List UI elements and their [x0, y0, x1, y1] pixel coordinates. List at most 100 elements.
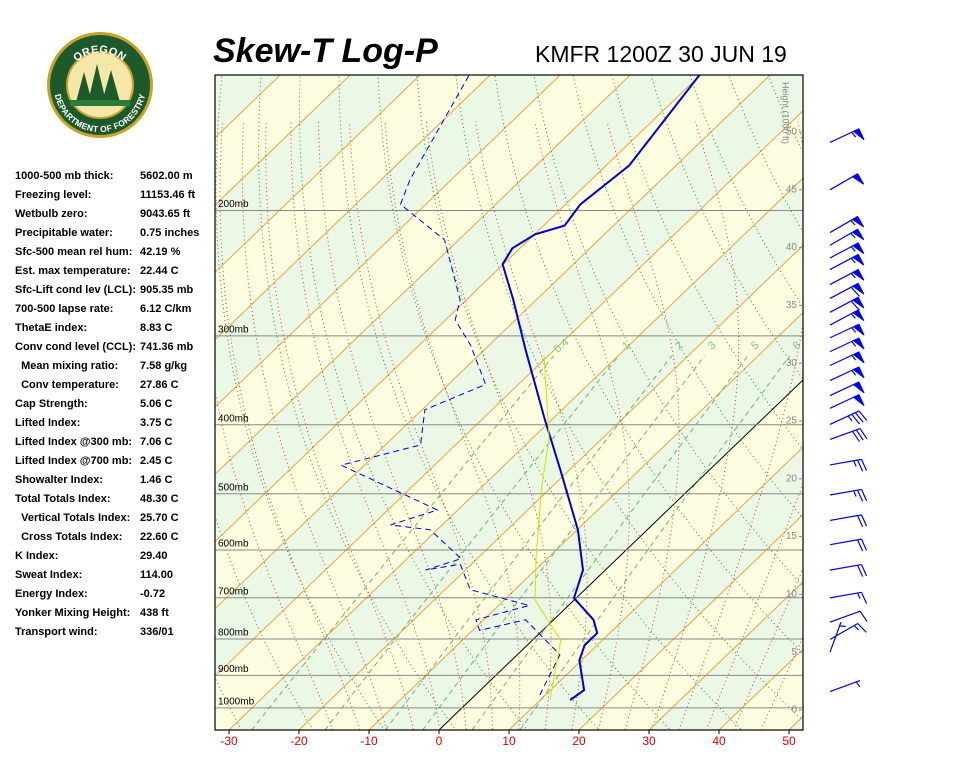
wind-barb [829, 591, 868, 604]
x-tick-label: -30 [220, 734, 238, 748]
y-tick-label: 400mb [218, 413, 249, 424]
wind-barb [829, 427, 868, 442]
wind-barb [829, 679, 861, 693]
barb-staff [829, 563, 868, 577]
wind-barb [829, 253, 865, 271]
barb-pennant [852, 337, 865, 350]
y-tick-label: 900mb [218, 664, 249, 675]
index-label: 700-500 lapse rate: [15, 303, 113, 315]
isotherm [368, 311, 803, 730]
dry-adiabat [797, 53, 960, 738]
x-tick-label: 0 [436, 734, 443, 748]
index-label: Transport wind: [15, 626, 98, 638]
dry-adiabat [416, 75, 743, 730]
isotherm [215, 75, 351, 206]
barb-staff [829, 622, 867, 641]
barb-staff [829, 488, 868, 502]
barb-pennant [852, 394, 865, 407]
index-label: ThetaE index: [15, 322, 87, 334]
wind-barb [829, 563, 868, 577]
height-tick-label: 45 [786, 184, 798, 195]
wind-barb [829, 282, 865, 299]
logo-ground [70, 100, 130, 106]
index-value: 0.75 inches [140, 227, 199, 239]
index-label: Freezing level: [15, 189, 91, 201]
index-label: Showalter Index: [15, 474, 103, 486]
y-tick-label: 500mb [218, 482, 249, 493]
dry-adiabat [377, 75, 671, 730]
index-value: 29.40 [140, 550, 168, 562]
barb-staff [829, 514, 868, 528]
height-tick-label: 20 [786, 473, 798, 484]
index-label: K Index: [15, 550, 58, 562]
dry-adiabat [650, 75, 803, 380]
index-label: Wetbulb zero: [15, 208, 88, 220]
index-value: 5602.00 m [140, 170, 193, 182]
mixing-ratio-line [251, 355, 555, 730]
isotherm [788, 715, 803, 730]
height-tick-label: 10 [786, 589, 798, 600]
wind-barb [829, 337, 865, 353]
index-label: Vertical Totals Index: [15, 512, 130, 524]
chart-subtitle: KMFR 1200Z 30 JUN 19 [535, 41, 787, 67]
barb-pennant [852, 351, 865, 364]
barb-staff [829, 427, 868, 442]
y-tick-label: 700mb [218, 586, 249, 597]
index-value: 25.70 C [140, 512, 179, 524]
index-label: Est. max temperature: [15, 265, 131, 277]
dry-adiabat [611, 75, 803, 451]
wind-barb [829, 514, 868, 528]
isotherm [228, 177, 803, 730]
index-value: 7.58 g/kg [140, 360, 187, 372]
x-tick-label: 30 [642, 734, 656, 748]
wind-barb [829, 394, 865, 409]
mixing-ratio-line [519, 355, 791, 730]
index-value: 27.86 C [140, 379, 179, 391]
height-tick-label: 35 [786, 300, 798, 311]
index-label: Sfc-Lift cond lev (LCL): [15, 284, 136, 296]
index-label: Cap Strength: [15, 398, 88, 410]
index-label: Mean mixing ratio: [15, 360, 118, 372]
moist-adiabat [705, 482, 803, 730]
mixing-ratio-line [384, 355, 673, 730]
logo-trees [76, 64, 120, 102]
moist-adiabat [215, 387, 334, 730]
y-tick-label: 200mb [218, 199, 249, 210]
barb-staff [829, 538, 868, 552]
profile-line [534, 355, 562, 701]
barb-pennant [852, 323, 865, 336]
mixing-ratio-line [422, 355, 705, 730]
index-label: 1000-500 mb thick: [15, 170, 113, 182]
wind-barb [829, 128, 865, 143]
index-value: 3.75 C [140, 417, 172, 429]
barb-staff [829, 679, 861, 693]
wind-barb [829, 228, 865, 246]
index-value: 9043.65 ft [140, 208, 190, 220]
index-label: Cross Totals Index: [15, 531, 122, 543]
chart-title: Skew-T Log-P [213, 32, 438, 70]
barb-pennant [851, 228, 865, 241]
wind-barb [829, 309, 865, 326]
moist-adiabat [265, 121, 414, 730]
barb-pennant [852, 366, 865, 379]
x-tick-label: 50 [782, 734, 796, 748]
y-tick-label: 1000mb [218, 697, 255, 708]
moist-adiabat [760, 635, 803, 730]
barb-pennant [852, 242, 865, 254]
index-value: 2.45 C [140, 455, 172, 467]
index-value: 6.12 C/km [140, 303, 192, 315]
moist-adiabat [732, 567, 803, 730]
wind-barb [829, 622, 867, 641]
x-tick-label: -20 [290, 734, 308, 748]
moist-adiabat [606, 121, 680, 730]
wind-barb [829, 410, 868, 426]
index-value: 5.06 C [140, 398, 172, 410]
band [215, 110, 803, 730]
wind-barb [829, 351, 865, 367]
height-tick-label: 15 [786, 531, 798, 542]
dry-adiabat [338, 75, 600, 730]
zero-isotherm [438, 379, 803, 730]
height-tick-label: 50 [786, 127, 798, 138]
barb-staff [829, 610, 868, 623]
isotherm [215, 75, 771, 610]
